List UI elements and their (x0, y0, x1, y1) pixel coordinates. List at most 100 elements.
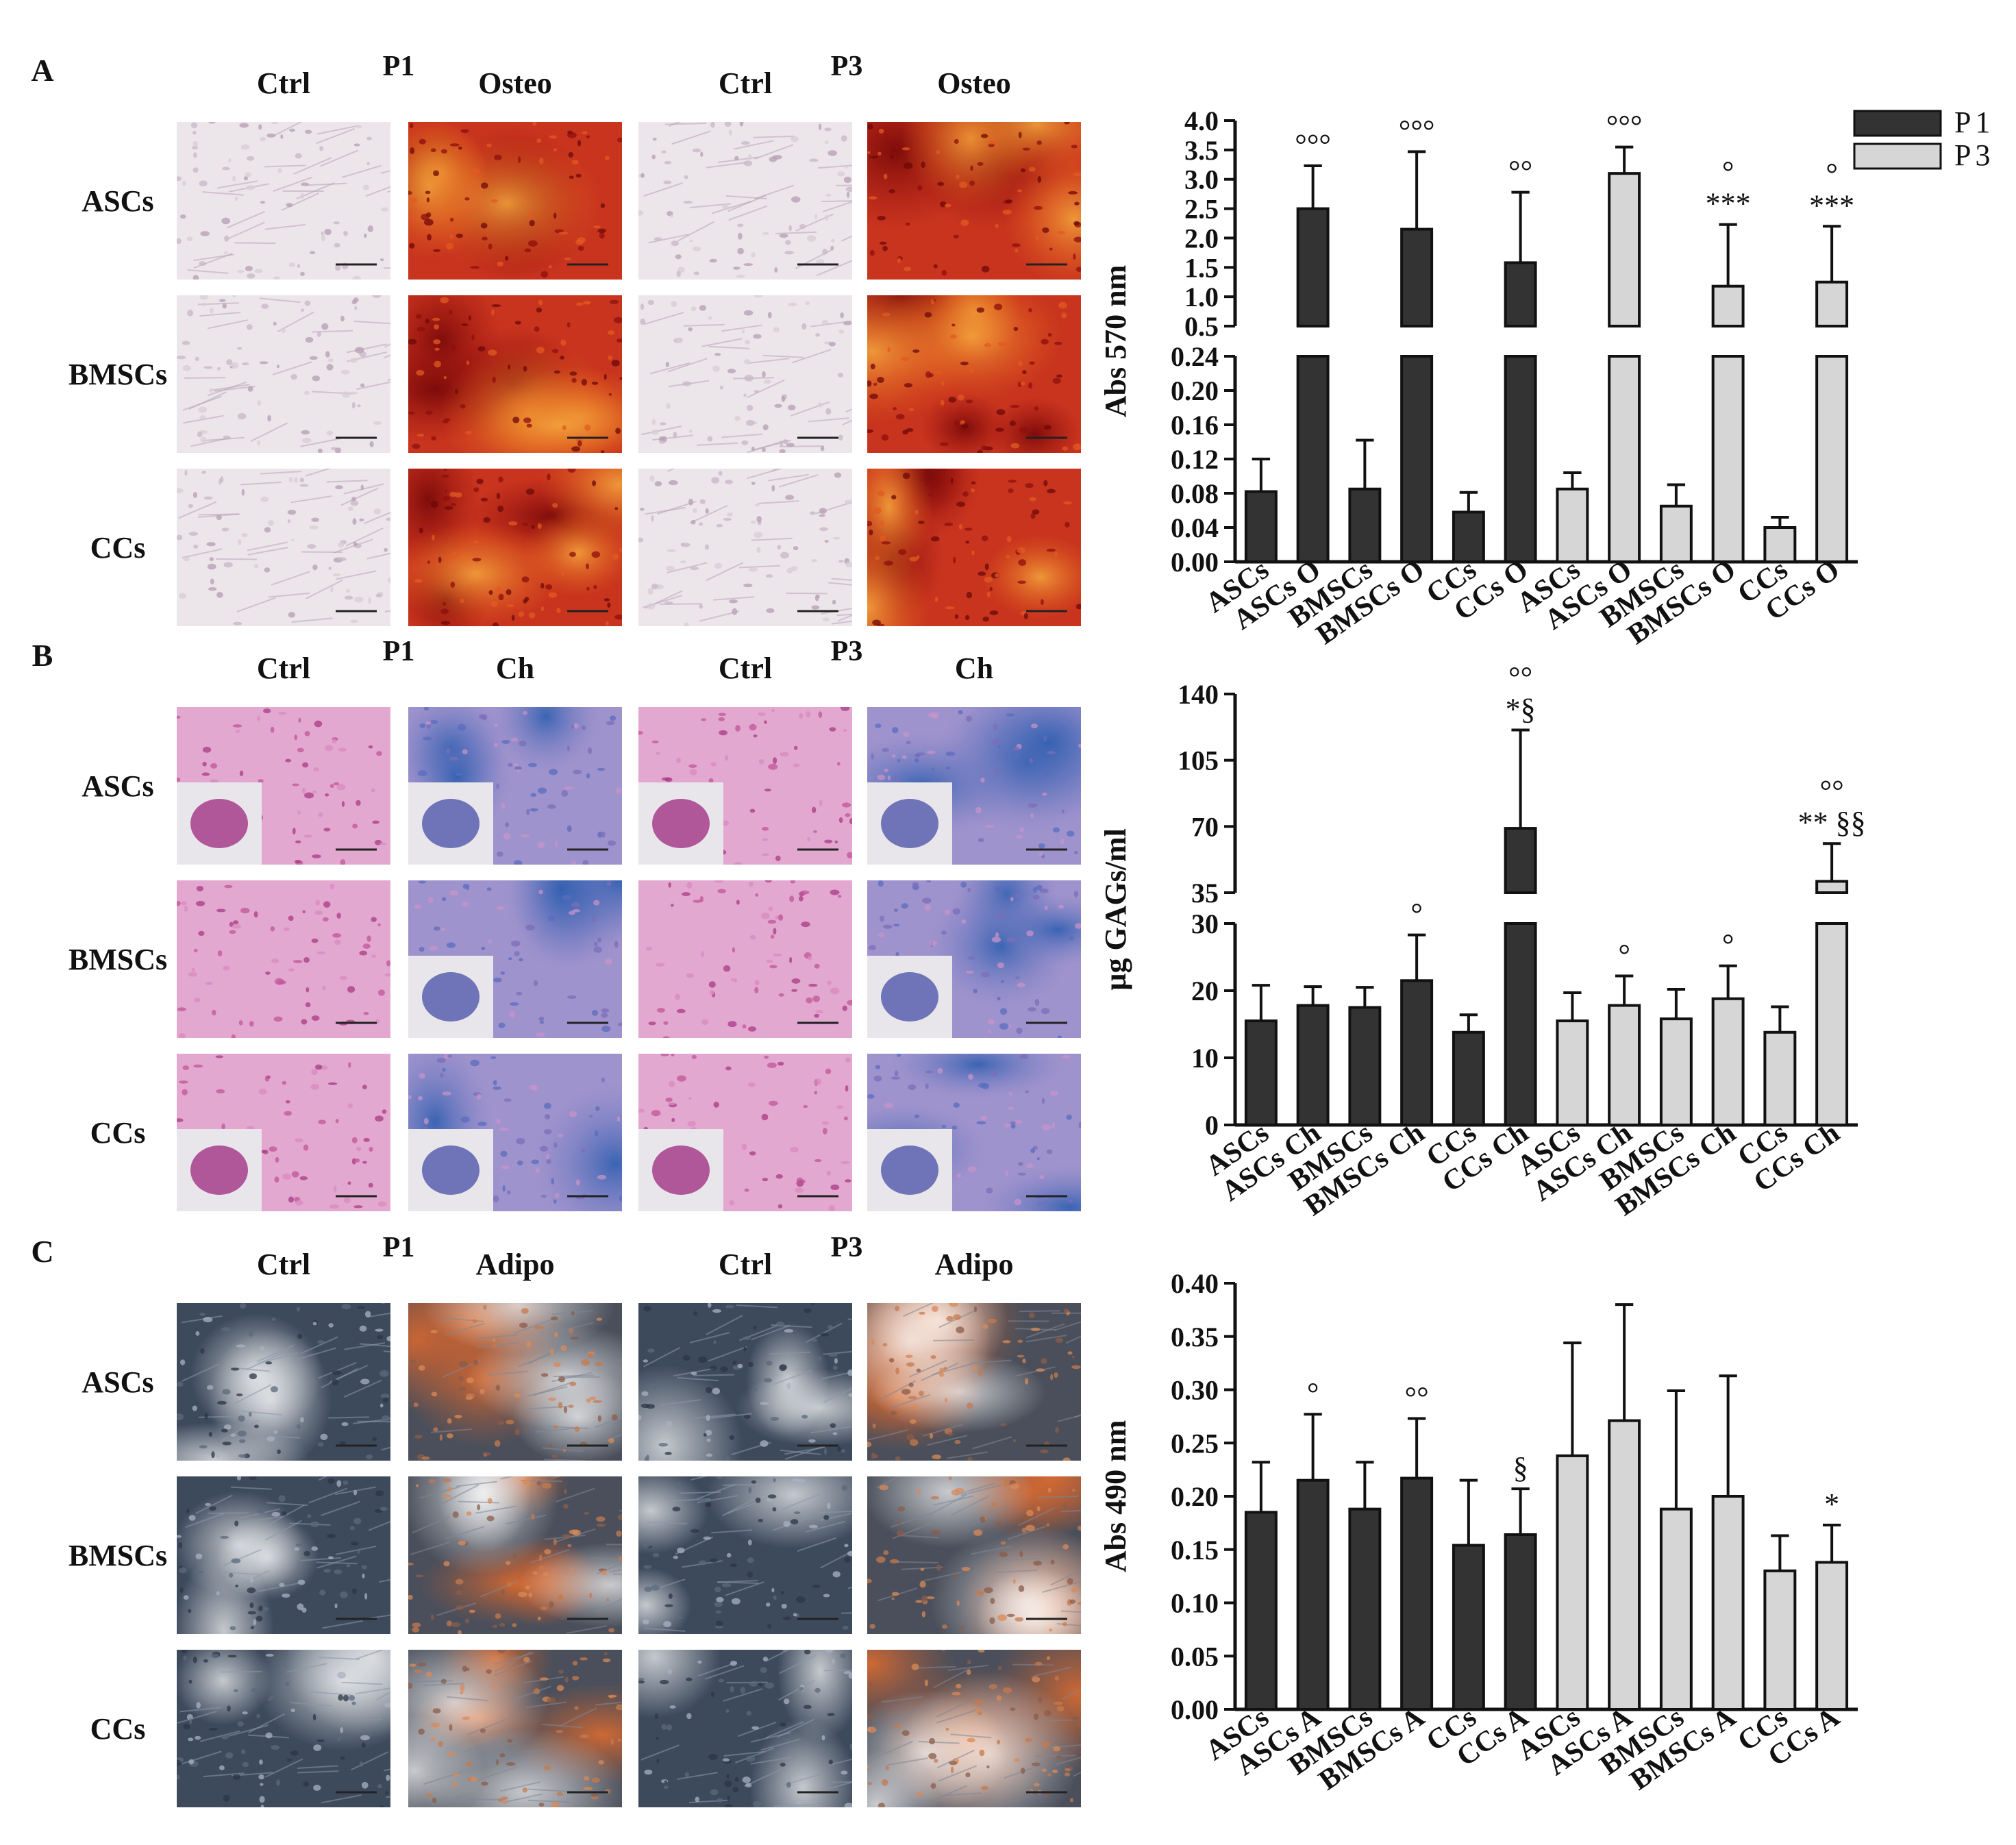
cell-nucleus (222, 1389, 231, 1395)
cell-nucleus (188, 1759, 195, 1765)
cell-nucleus (285, 758, 292, 763)
cell-nucleus (741, 1143, 747, 1150)
cell-nucleus (321, 231, 324, 236)
cell-nucleus (1063, 1502, 1067, 1509)
cell-nucleus (808, 1439, 816, 1443)
cell-fiber (293, 157, 332, 175)
cell-nucleus (818, 123, 822, 130)
cell-nucleus (177, 355, 186, 360)
cell-nucleus (1068, 190, 1078, 195)
cell-nucleus (775, 1174, 783, 1179)
cell-nucleus (384, 973, 390, 977)
cell-nucleus (665, 1098, 673, 1102)
cell-fiber (475, 1741, 517, 1749)
cell-nucleus (546, 1154, 550, 1160)
cell-fiber (559, 1707, 597, 1727)
cell-nucleus (708, 778, 714, 783)
cell-nucleus (480, 182, 488, 189)
cell-nucleus (1015, 248, 1019, 253)
cell-nucleus (931, 1305, 938, 1313)
cell-nucleus (1054, 1372, 1058, 1378)
cell-fiber (375, 1691, 390, 1701)
cell-nucleus (199, 295, 208, 300)
cell-nucleus (490, 1056, 497, 1059)
cell-nucleus (264, 527, 271, 533)
cell-fiber (272, 361, 312, 375)
cell-nucleus (467, 1777, 471, 1782)
cell-nucleus (844, 1544, 849, 1548)
cell-nucleus (536, 1032, 545, 1037)
cell-fiber (1054, 1321, 1081, 1331)
cell-fiber (190, 436, 232, 447)
cell-nucleus (644, 1586, 652, 1592)
cell-nucleus (514, 766, 523, 770)
bar (1244, 490, 1278, 563)
cell-nucleus (208, 586, 217, 591)
cell-nucleus (1002, 210, 1012, 215)
cell-nucleus (934, 596, 938, 602)
cell-nucleus (987, 1030, 992, 1033)
cell-nucleus (734, 978, 738, 983)
cell-nucleus (941, 270, 947, 276)
bar (1452, 510, 1485, 563)
cell-fiber (184, 377, 226, 379)
cell-nucleus (600, 450, 605, 453)
cell-nucleus (434, 360, 441, 368)
cell-nucleus (1064, 122, 1070, 125)
cell-nucleus (1057, 230, 1065, 234)
cell-nucleus (341, 1304, 351, 1310)
cell-nucleus (830, 987, 840, 995)
cell-nucleus (605, 621, 609, 626)
cell-nucleus (1017, 189, 1022, 193)
cell-nucleus (277, 711, 287, 715)
cell-fiber (842, 419, 852, 426)
bar (1556, 487, 1589, 563)
cell-nucleus (926, 750, 936, 754)
bar (1296, 1478, 1330, 1711)
cell-nucleus (562, 1534, 572, 1539)
cell-nucleus (194, 1570, 203, 1574)
cell-fiber (697, 442, 738, 446)
cell-nucleus (910, 1439, 919, 1446)
cell-nucleus (749, 881, 754, 887)
cell-nucleus (433, 1427, 438, 1432)
cell-nucleus (643, 1619, 649, 1625)
cell-nucleus (693, 246, 701, 251)
cell-nucleus (534, 326, 540, 332)
cell-nucleus (745, 1783, 752, 1788)
cell-nucleus (887, 347, 891, 353)
cell-nucleus (642, 1541, 651, 1548)
cell-fiber (336, 570, 377, 580)
cell-nucleus (995, 428, 1004, 432)
cell-nucleus (667, 549, 676, 553)
cell-nucleus (1030, 1327, 1041, 1332)
cell-nucleus (991, 937, 1001, 943)
column-header: Ctrl (257, 652, 310, 685)
cell-fiber (822, 201, 852, 212)
cell-nucleus (543, 1765, 551, 1770)
bar (1244, 1019, 1278, 1126)
cell-nucleus (568, 151, 573, 158)
cell-nucleus (177, 1413, 184, 1420)
cell-nucleus (480, 497, 488, 502)
cell-fiber (487, 1370, 529, 1376)
cell-nucleus (871, 753, 874, 760)
cell-nucleus (676, 757, 681, 763)
bar (1296, 1004, 1330, 1127)
cell-nucleus (615, 787, 622, 794)
cell-nucleus (525, 488, 535, 495)
cell-nucleus (1010, 1121, 1016, 1124)
cell-nucleus (300, 308, 304, 312)
cell-nucleus (537, 523, 542, 530)
cell-nucleus (516, 1137, 525, 1145)
cell-nucleus (334, 1603, 338, 1609)
pellet-inset-section (881, 1146, 938, 1195)
cell-nucleus (279, 1583, 285, 1587)
cell-nucleus (764, 880, 772, 883)
cell-nucleus (914, 510, 919, 515)
cell-nucleus (193, 152, 197, 158)
cell-nucleus (384, 1702, 390, 1708)
cell-nucleus (368, 1182, 373, 1188)
cell-nucleus (977, 162, 984, 166)
cell-nucleus (553, 370, 560, 374)
